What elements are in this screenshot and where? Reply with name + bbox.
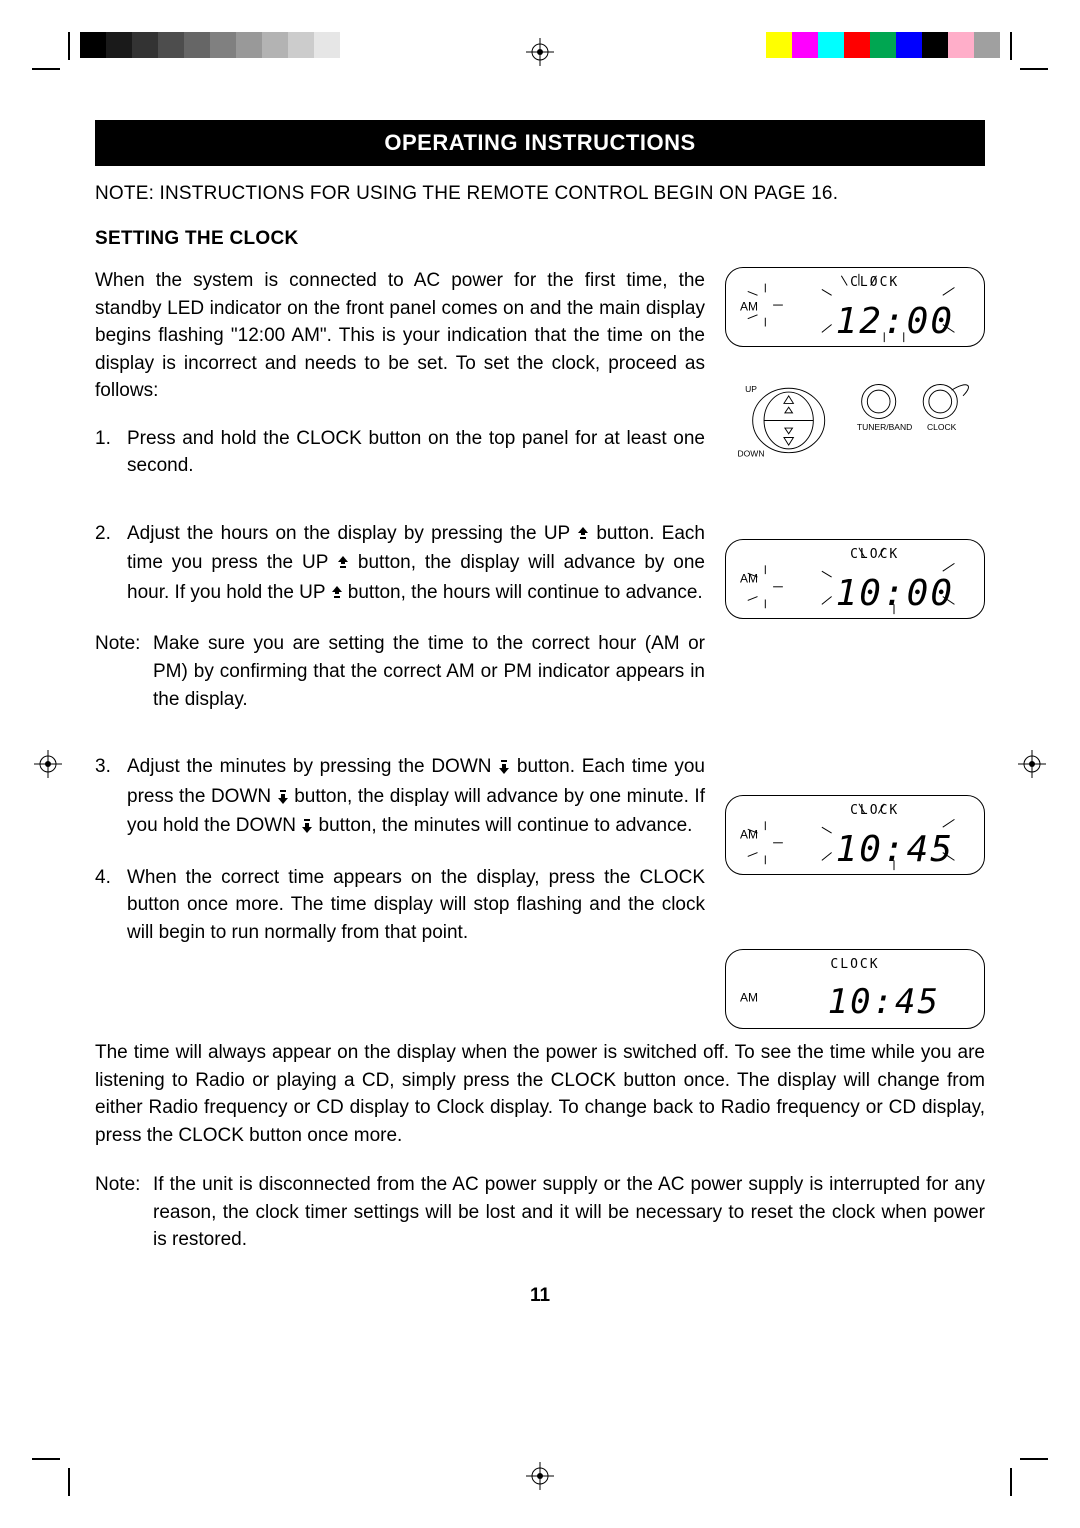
up-arrow-icon (577, 522, 589, 550)
page-number: 11 (95, 1282, 985, 1310)
display-figure-3: CLOCK AM 10:45 (725, 795, 985, 875)
down-arrow-icon (498, 755, 510, 783)
svg-text:DOWN: DOWN (738, 448, 765, 458)
step-number: 4. (95, 864, 127, 947)
color-swatches (766, 32, 1000, 58)
page-title: OPERATING INSTRUCTIONS (95, 120, 985, 166)
buttons-figure: UP DOWN TUNER/BAND CLOCK (725, 375, 985, 465)
step-number: 3. (95, 753, 127, 842)
intro-paragraph: When the system is connected to AC power… (95, 267, 705, 405)
display-figure-4: CLOCK AM 10:45 (725, 949, 985, 1029)
closing-paragraph: The time will always appear on the displ… (95, 1039, 985, 1149)
step-number: 1. (95, 425, 127, 480)
down-arrow-icon (301, 814, 313, 842)
top-note: NOTE: INSTRUCTIONS FOR USING THE REMOTE … (95, 180, 985, 208)
svg-text:CLOCK: CLOCK (927, 422, 957, 432)
registration-mark-icon (526, 1462, 554, 1490)
display-figure-1: CLOCK AM 12:00 (725, 267, 985, 347)
page-content: OPERATING INSTRUCTIONS NOTE: INSTRUCTION… (95, 120, 985, 1408)
grayscale-swatches (80, 32, 340, 58)
up-arrow-icon (331, 581, 343, 609)
note-text: If the unit is disconnected from the AC … (153, 1171, 985, 1254)
down-arrow-icon (277, 785, 289, 813)
registration-mark-icon (34, 750, 62, 778)
figure-column: CLOCK AM 12:00 (725, 267, 985, 1029)
up-arrow-icon (337, 551, 349, 579)
display-figure-2: CLOCK AM 10:00 (725, 539, 985, 619)
note-text: Make sure you are setting the time to th… (153, 630, 705, 713)
svg-text:TUNER/BAND: TUNER/BAND (857, 422, 912, 432)
step-text: When the correct time appears on the dis… (127, 864, 705, 947)
step-text: Adjust the minutes by pressing the DOWN … (127, 753, 705, 842)
registration-mark-icon (1018, 750, 1046, 778)
section-heading: SETTING THE CLOCK (95, 225, 985, 253)
note-label: Note: (95, 630, 153, 713)
registration-mark-icon (526, 38, 554, 66)
note-label: Note: (95, 1171, 153, 1254)
svg-text:UP: UP (745, 384, 757, 394)
step-text: Press and hold the CLOCK button on the t… (127, 425, 705, 480)
step-text: Adjust the hours on the display by press… (127, 520, 705, 609)
step-number: 2. (95, 520, 127, 609)
